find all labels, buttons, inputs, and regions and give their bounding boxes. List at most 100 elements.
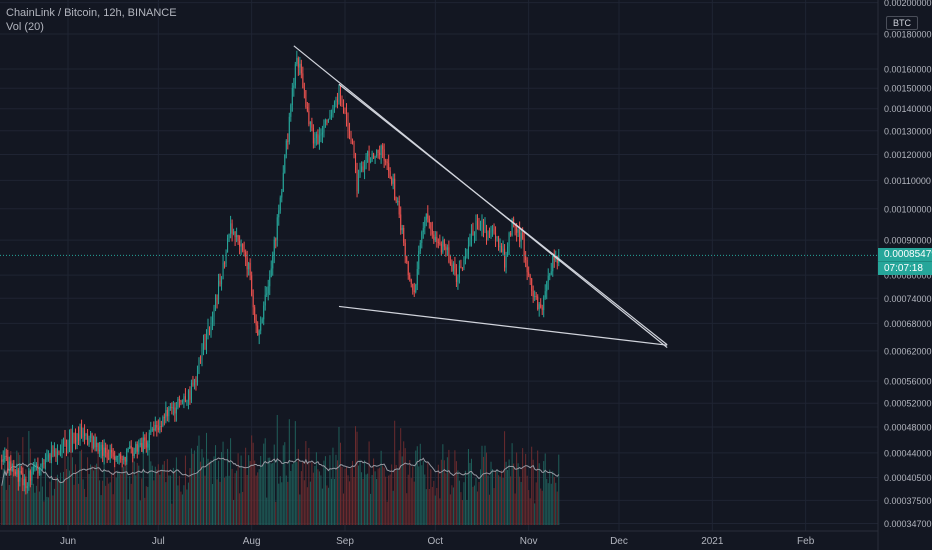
candle-body (382, 145, 384, 150)
volume-bar (446, 457, 448, 525)
volume-bar (556, 491, 558, 525)
candle-body (392, 178, 394, 184)
candle-body (522, 232, 524, 239)
volume-bar (394, 420, 396, 525)
candle-body (467, 244, 469, 255)
volume-bar (356, 431, 358, 525)
candle-body (370, 161, 372, 163)
time-axis[interactable]: Jun Jul Aug Sep Oct Nov Dec 2021 Feb (60, 536, 815, 547)
last-price-value: 0.00085479 (884, 249, 932, 261)
candle-body (338, 86, 340, 103)
candle-body (324, 120, 326, 124)
volume-bar (505, 461, 507, 525)
price-tick-label: 0.00052000 (884, 399, 932, 409)
candle-body (258, 330, 260, 336)
candle-body (165, 410, 167, 418)
volume-bar (400, 428, 402, 525)
candle-body (282, 172, 284, 192)
candle-body (17, 469, 19, 482)
volume-bar (106, 477, 108, 525)
candle-body (136, 443, 138, 452)
volume-bar (150, 461, 152, 525)
candle-body (233, 231, 235, 234)
volume-bar (392, 490, 394, 525)
volume-bar (314, 465, 316, 525)
volume-bar (302, 460, 304, 525)
volume-bar (389, 474, 391, 525)
volume-bar (138, 465, 140, 525)
trendlines[interactable] (293, 45, 668, 349)
volume-bar (120, 474, 122, 525)
volume-bar (498, 475, 500, 525)
candle-body (41, 463, 43, 465)
price-tick-label: 0.00100000 (884, 204, 932, 214)
candle-body (49, 454, 51, 460)
volume-bar (38, 491, 40, 525)
volume-bar (171, 503, 173, 525)
volume-bar (44, 459, 46, 525)
volume-bar (481, 445, 483, 525)
volume-bar (338, 426, 340, 525)
candle-body (326, 120, 328, 122)
volume-bar (139, 500, 141, 525)
candle-body (56, 451, 58, 458)
volume-bar (421, 465, 423, 525)
volume-bar (204, 475, 206, 525)
currency-badge[interactable]: BTC (886, 16, 918, 30)
candle-body (406, 256, 408, 262)
volume-bar (183, 485, 185, 525)
volume-bar (455, 461, 457, 525)
candle-body (148, 432, 150, 443)
price-tick-label: 0.00068000 (884, 319, 932, 329)
price-tick-label: 0.00120000 (884, 150, 932, 160)
candle-body (475, 220, 477, 234)
candle-body (419, 242, 421, 251)
volume-bar (452, 487, 454, 525)
candle-body (108, 458, 110, 460)
volume-bar (349, 481, 351, 525)
candle-body (288, 116, 290, 142)
candle-body (513, 218, 515, 224)
volume-bar (555, 482, 557, 525)
candle-body (186, 401, 188, 403)
candle-body (502, 248, 504, 253)
volume-bar (25, 469, 27, 525)
candle-body (38, 467, 40, 474)
candle-body (5, 455, 7, 457)
symbol-title[interactable]: ChainLink / Bitcoin, 12h, BINANCE (6, 7, 177, 19)
volume-bar (231, 468, 233, 525)
volume-bar (534, 503, 536, 525)
candle-body (230, 223, 232, 234)
candle-body (4, 455, 6, 459)
volume-bar (413, 481, 415, 525)
volume-bar (195, 474, 197, 525)
candle-body (266, 293, 268, 295)
candle-body (487, 230, 489, 240)
volume-bar (242, 491, 244, 525)
volume-bar (111, 472, 113, 525)
candle-body (255, 320, 257, 326)
candle-body (413, 290, 415, 293)
candle-body (96, 442, 98, 448)
volume-indicator-label[interactable]: Vol (20) (6, 21, 44, 33)
candle-body (501, 245, 503, 253)
candle-body (430, 222, 432, 230)
candle-body (296, 58, 298, 65)
candle-body (269, 276, 271, 287)
candle-body (300, 63, 302, 74)
candle-body (294, 64, 296, 86)
volume-bar (430, 469, 432, 525)
price-axis[interactable]: 0.00200000 0.00180000 0.00160000 0.00150000… (884, 0, 932, 529)
volume-bar (233, 499, 235, 525)
volume-bar (377, 468, 379, 525)
volume-bar (23, 490, 25, 525)
candle-body (346, 111, 348, 119)
volume-bar (145, 486, 147, 525)
volume-bar (166, 459, 168, 525)
candle-body (90, 433, 92, 439)
volume-bar (511, 443, 513, 525)
volume-bar (547, 483, 549, 525)
volume-bar (409, 459, 411, 525)
candle-body (184, 396, 186, 403)
